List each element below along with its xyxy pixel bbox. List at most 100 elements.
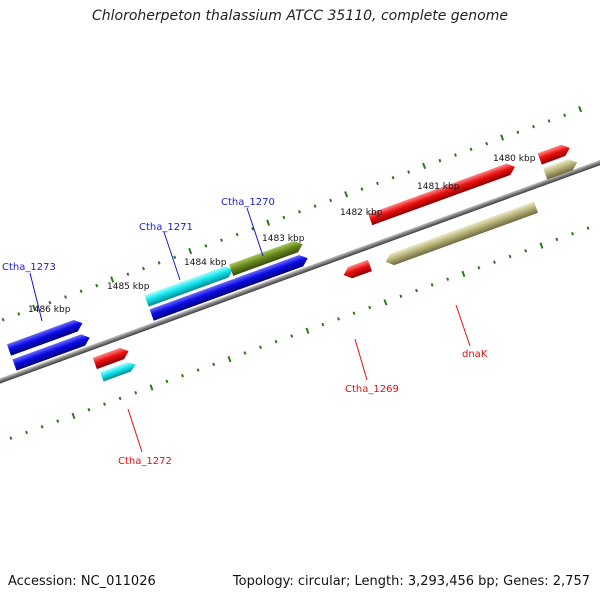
inner-scale-tick bbox=[539, 242, 544, 249]
scale-labels: 1480 kbp 1481 kbp 1482 kbp 1483 kbp 1484… bbox=[28, 154, 536, 315]
gene-arrow-ctha-1269 bbox=[343, 259, 372, 279]
inner-scale-tick bbox=[212, 362, 216, 367]
gene-arrow-right-red bbox=[537, 144, 570, 165]
outer-scale-tick bbox=[204, 244, 208, 248]
gene-arrow-dnak-red bbox=[368, 163, 515, 226]
outer-scale-tick bbox=[500, 134, 505, 141]
leader-ctha-1269 bbox=[354, 338, 368, 381]
inner-scale-tick bbox=[305, 327, 310, 334]
outer-scale-tick bbox=[407, 170, 411, 174]
gene-label-ctha-1273: Ctha_1273 bbox=[2, 262, 56, 273]
inner-scale-tick bbox=[181, 373, 184, 378]
outer-scale-tick bbox=[329, 198, 333, 203]
outer-scale-tick bbox=[48, 300, 52, 305]
scale-label-1480: 1480 kbp bbox=[493, 154, 536, 164]
inner-scale-tick bbox=[477, 266, 481, 270]
gene-arrow-ctha-1271 bbox=[144, 266, 234, 307]
inner-scale-tick bbox=[71, 412, 76, 420]
inner-scale-tick bbox=[165, 379, 169, 384]
gene-arrow-blue-mid bbox=[149, 278, 242, 321]
gene-label-ctha-1270: Ctha_1270 bbox=[221, 197, 275, 208]
map-title: Chloroherpeton thalassium ATCC 35110, co… bbox=[92, 8, 508, 24]
genome-summary-text: Topology: circular; Length: 3,293,456 bp… bbox=[232, 574, 590, 589]
gene-arrow-ctha-1272-red bbox=[92, 347, 129, 370]
outer-scale-tick bbox=[126, 272, 130, 276]
inner-scale-tick bbox=[399, 294, 403, 298]
inner-scale-tick bbox=[461, 270, 466, 278]
inner-scale-tick bbox=[352, 311, 356, 315]
leader-dnak bbox=[455, 304, 471, 347]
outer-scale-tick bbox=[220, 238, 223, 242]
inner-scale-tick bbox=[368, 305, 372, 310]
outer-scale-tick bbox=[313, 204, 317, 208]
outer-scale-tick bbox=[578, 105, 583, 113]
inner-scale-tick bbox=[321, 322, 325, 327]
gene-label-ctha-1272: Ctha_1272 bbox=[118, 456, 172, 467]
leader-ctha-1272 bbox=[127, 408, 143, 453]
outer-scale-tick bbox=[438, 158, 442, 163]
inner-scale-tick bbox=[430, 283, 434, 287]
outer-scale-tick bbox=[298, 210, 301, 214]
outer-scale-tick bbox=[454, 153, 457, 157]
inner-scale-tick bbox=[118, 396, 122, 401]
outer-scale-ticks bbox=[1, 105, 583, 322]
outer-scale-tick bbox=[344, 191, 349, 198]
inner-scale-tick bbox=[508, 254, 512, 259]
outer-scale-tick bbox=[360, 187, 364, 191]
leader-ctha-1271 bbox=[163, 231, 181, 281]
outer-scale-tick bbox=[1, 317, 5, 322]
inner-scale-tick bbox=[586, 226, 590, 230]
outer-scale-tick bbox=[563, 113, 567, 118]
accession-text: Accession: NC_011026 bbox=[8, 574, 156, 589]
scale-label-1486: 1486 kbp bbox=[28, 305, 71, 315]
outer-scale-tick bbox=[376, 181, 379, 186]
outer-scale-tick bbox=[95, 283, 99, 288]
genome-map-body bbox=[0, 105, 600, 440]
outer-scale-tick bbox=[110, 276, 115, 283]
inner-scale-tick bbox=[196, 368, 200, 372]
inner-scale-tick bbox=[87, 408, 91, 412]
inner-scale-tick bbox=[446, 277, 450, 281]
scale-label-1484: 1484 kbp bbox=[184, 258, 227, 268]
inner-scale-tick bbox=[383, 299, 388, 306]
gene-arrow-right-khaki bbox=[543, 159, 578, 180]
outer-scale-tick bbox=[64, 295, 67, 299]
gene-arrow-ctha-1273 bbox=[12, 334, 90, 371]
inner-scale-tick bbox=[149, 384, 154, 391]
inner-scale-tick bbox=[134, 390, 138, 395]
scale-label-1481: 1481 kbp bbox=[417, 182, 460, 192]
inner-scale-tick bbox=[227, 355, 232, 363]
gene-label-ctha-1269: Ctha_1269 bbox=[345, 384, 399, 395]
outer-scale-tick bbox=[157, 261, 161, 265]
leader-ctha-1273 bbox=[29, 272, 43, 322]
inner-scale-tick bbox=[290, 334, 294, 338]
inner-scale-tick bbox=[493, 260, 496, 264]
inner-scale-tick bbox=[103, 402, 106, 406]
inner-scale-tick bbox=[555, 237, 559, 242]
outer-scale-tick bbox=[485, 141, 489, 146]
inner-scale-tick bbox=[571, 231, 574, 236]
outer-scale-tick bbox=[391, 175, 395, 180]
inner-scale-tick bbox=[415, 288, 418, 293]
inner-scale-tick bbox=[259, 345, 262, 350]
outer-scale-tick bbox=[173, 255, 177, 259]
inner-scale-tick bbox=[40, 425, 44, 429]
outer-scale-tick bbox=[282, 215, 286, 220]
gene-features bbox=[6, 144, 578, 382]
outer-scale-tick bbox=[266, 219, 271, 226]
gene-arrow-ctha-1272 bbox=[100, 362, 136, 382]
inner-scale-tick bbox=[56, 419, 60, 423]
inner-scale-tick bbox=[524, 249, 528, 253]
outer-scale-tick bbox=[547, 119, 551, 123]
outer-scale-tick bbox=[17, 312, 21, 316]
outer-scale-tick bbox=[469, 147, 473, 152]
genome-backbone bbox=[0, 148, 600, 393]
outer-scale-tick bbox=[142, 266, 145, 271]
gene-arrow-dnak bbox=[385, 201, 539, 266]
inner-scale-ticks bbox=[9, 226, 590, 440]
inner-scale-tick bbox=[25, 430, 28, 435]
inner-scale-tick bbox=[337, 317, 340, 321]
gene-arrow-ctha-1273-top bbox=[6, 320, 83, 356]
gene-arrow-ctha-1270 bbox=[229, 240, 303, 276]
